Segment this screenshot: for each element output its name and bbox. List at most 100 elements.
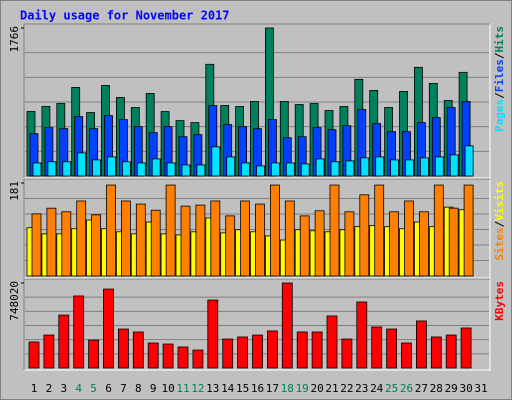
bar (281, 282, 293, 369)
bar (46, 207, 57, 277)
bar (222, 338, 234, 369)
bar (225, 215, 236, 277)
x-tick-label: 9 (150, 382, 157, 395)
x-tick-label: 1 (31, 382, 38, 395)
bar (180, 205, 191, 277)
x-tick-label: 13 (206, 382, 219, 395)
bar (43, 334, 55, 369)
x-tick-label: 18 (281, 382, 294, 395)
bar (122, 161, 131, 177)
panel-shadow (23, 278, 490, 370)
bar (106, 184, 116, 277)
legend-separator: / (493, 52, 506, 59)
bar (270, 162, 280, 177)
x-tick-label: 29 (445, 382, 458, 395)
x-tick-label: 6 (105, 382, 112, 395)
x-tick-label: 2 (46, 382, 53, 395)
bar (256, 165, 265, 177)
x-tick-label: 20 (310, 382, 323, 395)
bar (118, 328, 129, 369)
legend: Sites/Visits (493, 181, 506, 261)
panel-shadow (23, 178, 490, 278)
legend-entry: Pages (493, 99, 506, 132)
bar (136, 162, 146, 177)
bar (103, 288, 114, 369)
bar (150, 209, 161, 277)
bar (240, 200, 251, 277)
bar (177, 346, 189, 369)
bar (92, 159, 101, 177)
panel-shadow (23, 23, 490, 178)
x-tick-label: 7 (120, 382, 127, 395)
bar (165, 184, 176, 277)
x-tick-label: 22 (340, 382, 353, 395)
bar (73, 295, 85, 369)
bar (463, 184, 474, 277)
legend-entry: Visits (493, 181, 506, 221)
bar (210, 200, 221, 277)
x-tick-label: 26 (400, 382, 413, 395)
bar (226, 156, 236, 177)
bar (311, 331, 323, 369)
bar (121, 200, 131, 277)
y-tick-label: 1766 (8, 26, 21, 53)
bar (386, 328, 398, 369)
bar (181, 164, 191, 177)
bar (76, 200, 87, 277)
bar (330, 161, 340, 177)
x-tick-label: 24 (370, 382, 384, 395)
bar (374, 184, 385, 277)
x-tick-label: 14 (221, 382, 235, 395)
x-tick-label: 27 (415, 382, 428, 395)
bar (252, 334, 263, 369)
bar (31, 213, 42, 277)
x-tick-label: 4 (75, 382, 82, 395)
x-tick-label: 31 (474, 382, 487, 395)
x-tick-label: 8 (135, 382, 142, 395)
legend-entry: Hits (493, 26, 506, 53)
bar (390, 159, 400, 177)
x-tick-label: 17 (266, 382, 279, 395)
bar (359, 194, 370, 277)
bar (415, 320, 427, 369)
bar (255, 203, 265, 277)
bar (405, 159, 414, 177)
x-tick-label: 5 (90, 382, 97, 395)
bar (448, 207, 459, 277)
bar (296, 331, 308, 369)
legend-entry: Sites (493, 227, 506, 260)
x-tick-label: 11 (176, 382, 189, 395)
bar (47, 161, 57, 177)
bar (344, 211, 355, 277)
y-tick-label: 748020 (8, 281, 21, 321)
bar (329, 184, 340, 277)
x-tick-label: 23 (355, 382, 368, 395)
bar (285, 162, 295, 177)
bar (315, 158, 325, 177)
bar (135, 203, 146, 277)
x-tick-label: 15 (236, 382, 249, 395)
bar (237, 336, 249, 369)
bar (192, 349, 204, 369)
x-tick-label: 28 (430, 382, 443, 395)
x-tick-label: 25 (385, 382, 398, 395)
bar (269, 184, 280, 277)
bar (266, 330, 278, 369)
bar (430, 336, 442, 369)
bar (341, 338, 353, 369)
legend-entry: KBytes (493, 281, 506, 321)
bar (445, 334, 457, 369)
bar (211, 146, 221, 177)
bar (166, 162, 176, 177)
bar (196, 164, 206, 177)
bar (62, 161, 72, 177)
page-title: Daily usage for November 2017 (20, 9, 230, 23)
bar (207, 299, 219, 369)
x-tick-label: 30 (459, 382, 472, 395)
bar (418, 211, 429, 277)
legend-separator: / (493, 220, 506, 227)
x-tick-label: 21 (325, 382, 338, 395)
legend-separator: / (493, 92, 506, 99)
bar (77, 152, 87, 177)
